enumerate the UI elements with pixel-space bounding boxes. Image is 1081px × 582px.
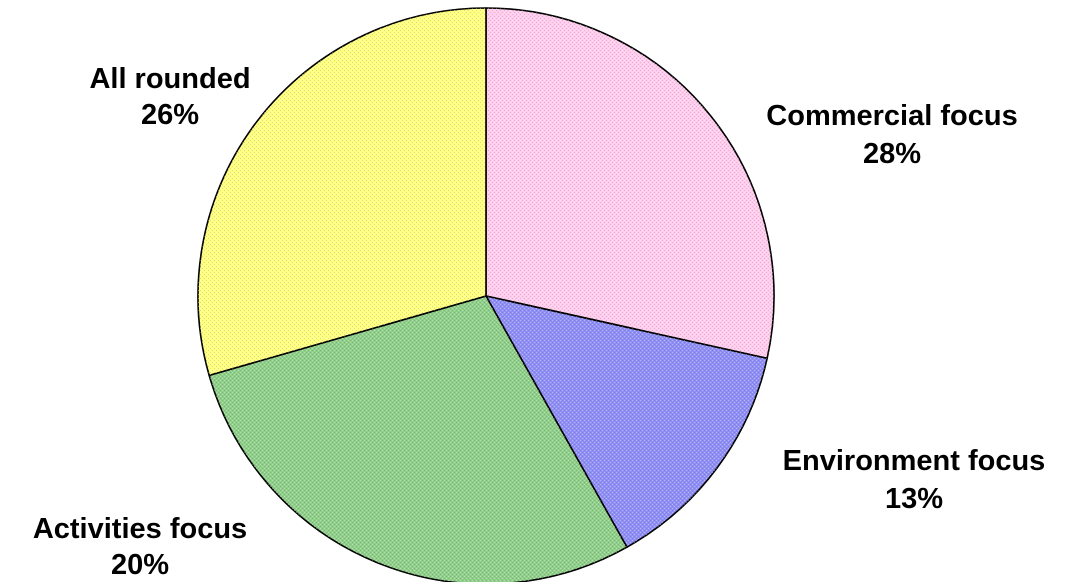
slice-percent-environment-focus: 13% (885, 483, 943, 515)
pie-slice-texture-all-rounded (198, 8, 487, 376)
pie-slice-texture-commercial-focus (486, 8, 774, 359)
slice-label-activities-focus: Activities focus (33, 513, 247, 545)
pie-slice-texture-environment-focus (486, 296, 768, 548)
slice-label-environment-focus: Environment focus (783, 445, 1046, 477)
pie-slice-texture-activities-focus (209, 296, 627, 582)
pie-labels: Commercial focus 28% Environment focus 13% A… (33, 63, 1046, 581)
slice-label-all-rounded: All rounded (89, 63, 250, 95)
slice-percent-all-rounded: 26% (141, 99, 199, 131)
slice-percent-commercial-focus: 28% (863, 138, 921, 170)
pie-slices (197, 7, 775, 582)
slice-percent-activities-focus: 20% (111, 549, 169, 581)
slice-label-commercial-focus: Commercial focus (766, 100, 1017, 132)
